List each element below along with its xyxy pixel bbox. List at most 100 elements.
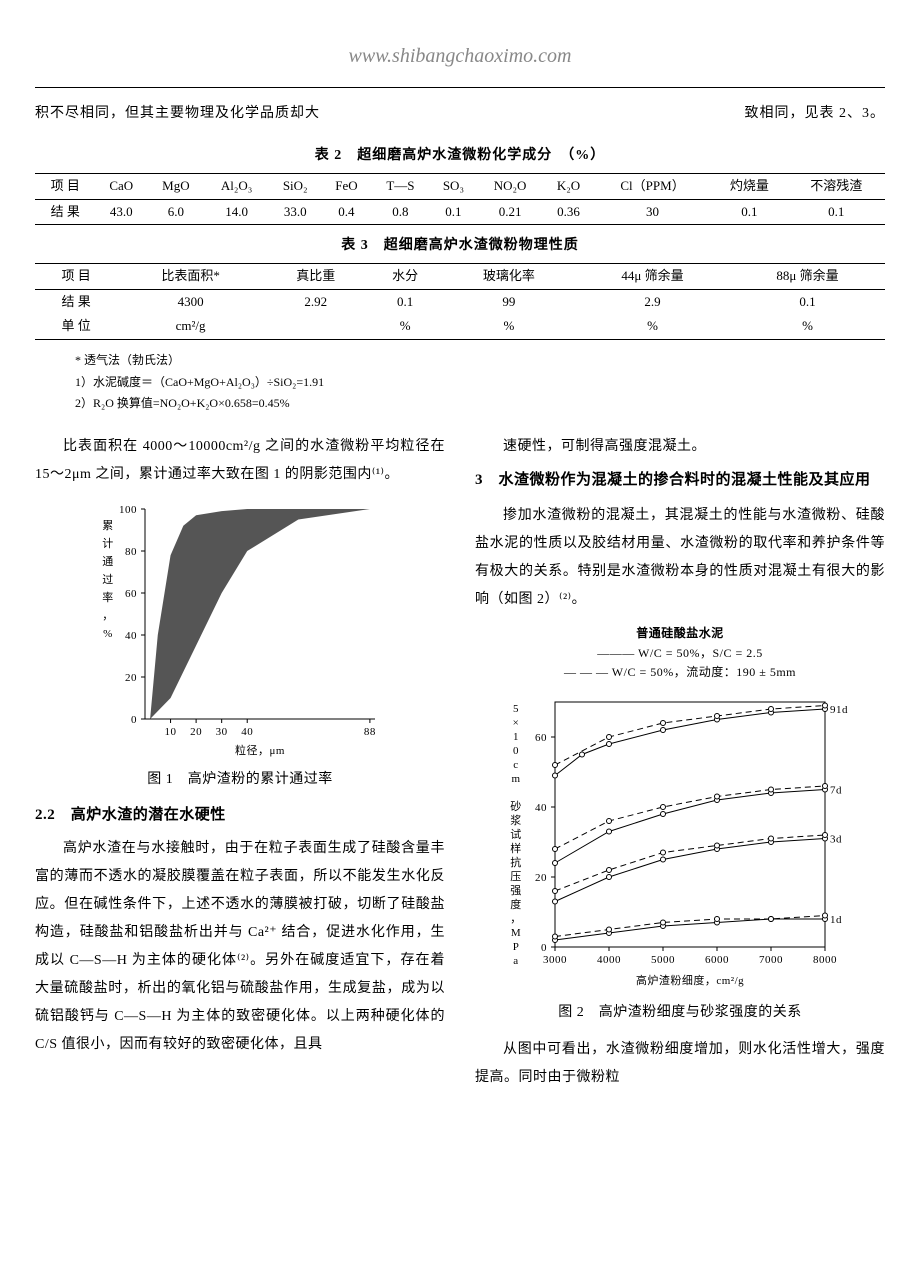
table-cell: 6.0	[147, 199, 205, 225]
svg-text:高炉渣粉细度，cm²/g: 高炉渣粉细度，cm²/g	[636, 973, 744, 987]
svg-text:计: 计	[102, 537, 114, 550]
intro-left: 积不尽相同，但其主要物理及化学品质却大	[35, 103, 320, 125]
table-cell: SiO₂	[269, 173, 322, 199]
table-cell: 0.1	[711, 199, 787, 225]
svg-text:砂: 砂	[510, 800, 522, 813]
svg-text:20: 20	[190, 726, 202, 738]
page-url: www.shibangchaoximo.com	[35, 40, 885, 72]
table-cell: Cl（PPM）	[594, 173, 711, 199]
table-cell	[264, 314, 368, 339]
table-cell: 33.0	[269, 199, 322, 225]
right-column: 速硬性，可制得高强度混凝土。 3 水渣微粉作为混凝土的掺合料时的混凝土性能及其应…	[475, 433, 885, 1094]
heading-2-2: 2.2 高炉水渣的潜在水硬性	[35, 803, 445, 827]
svg-text:试: 试	[510, 828, 522, 841]
table-cell: 结 果	[35, 199, 95, 225]
legend-line1: ——— W/C = 50%，S/C = 2.5	[475, 644, 885, 663]
svg-text:5000: 5000	[651, 954, 675, 966]
right-para1: 速硬性，可制得高强度混凝土。	[475, 433, 885, 461]
table-cell: 30	[594, 199, 711, 225]
svg-text:3000: 3000	[543, 954, 567, 966]
table2-title: 表 2 超细磨高炉水渣微粉化学成分 （%）	[35, 145, 885, 167]
table-cell: 0.8	[371, 199, 430, 225]
table2: 项 目CaOMgOAl₂O₃SiO₂FeOT—SSO₃NO₂OK₂OCl（PPM…	[35, 173, 885, 226]
svg-text:20: 20	[125, 672, 137, 684]
table-cell: NO₂O	[477, 173, 543, 199]
svg-text:，: ，	[102, 610, 114, 622]
right-para3: 从图中可看出，水渣微粉细度增加，则水化活性增大，强度提高。同时由于微粉粒	[475, 1036, 885, 1092]
table-cell: %	[730, 314, 885, 339]
table-cell: 0.21	[477, 199, 543, 225]
table-cell: 0.1	[788, 199, 886, 225]
intro-row: 积不尽相同，但其主要物理及化学品质却大 致相同，见表 2、3。	[35, 103, 885, 125]
table-cell: 水分	[368, 263, 443, 289]
table-cell: 0.1	[368, 289, 443, 314]
svg-text:40: 40	[241, 726, 253, 738]
table-cell: 44μ 筛余量	[575, 263, 730, 289]
table-cell: 项 目	[35, 263, 117, 289]
svg-text:7000: 7000	[759, 954, 783, 966]
table-notes: * 透气法（勃氏法） 1）水泥碱度＝（CaO+MgO+Al₂O₃）÷SiO₂=1…	[75, 350, 885, 415]
svg-text:过: 过	[102, 573, 114, 586]
svg-text:浆: 浆	[510, 813, 522, 827]
svg-text:10: 10	[165, 726, 177, 738]
table-cell: 88μ 筛余量	[730, 263, 885, 289]
svg-text:6000: 6000	[705, 954, 729, 966]
table-cell: FeO	[322, 173, 371, 199]
table-cell: 99	[443, 289, 575, 314]
svg-text:1d: 1d	[830, 914, 842, 926]
svg-text:样: 样	[510, 841, 522, 855]
table-cell: 4300	[117, 289, 264, 314]
table-cell: 43.0	[95, 199, 147, 225]
table3: 项 目比表面积*真比重水分玻璃化率44μ 筛余量88μ 筛余量 结 果43002…	[35, 263, 885, 340]
table-cell: 单 位	[35, 314, 117, 339]
svg-text:3d: 3d	[830, 834, 842, 846]
table-cell: %	[368, 314, 443, 339]
svg-text:60: 60	[535, 732, 547, 744]
table-cell: T—S	[371, 173, 430, 199]
svg-text:60: 60	[125, 588, 137, 600]
svg-text:%: %	[103, 628, 113, 640]
svg-text:40: 40	[535, 802, 547, 814]
svg-text:a: a	[513, 955, 518, 967]
table-cell: %	[443, 314, 575, 339]
svg-text:累: 累	[102, 519, 114, 532]
table-cell: 结 果	[35, 289, 117, 314]
legend-line2: — — — W/C = 50%，流动度：190 ± 5mm	[475, 663, 885, 682]
left-column: 比表面积在 4000～10000cm²/g 之间的水渣微粉平均粒径在 15～2μ…	[35, 433, 445, 1094]
heading-3: 3 水渣微粉作为混凝土的掺合料时的混凝土性能及其应用	[475, 466, 885, 495]
table3-title: 表 3 超细磨高炉水渣微粉物理性质	[35, 235, 885, 257]
right-para2: 掺加水渣微粉的混凝土，其混凝土的性能与水渣微粉、硅酸盐水泥的性质以及胶结材用量、…	[475, 502, 885, 614]
fig2-legend: 普通硅酸盐水泥 ——— W/C = 50%，S/C = 2.5 — — — W/…	[475, 624, 885, 682]
svg-text:率: 率	[102, 590, 114, 604]
svg-text:P: P	[513, 941, 520, 953]
note-1: 1）水泥碱度＝（CaO+MgO+Al₂O₃）÷SiO₂=1.91	[75, 372, 885, 394]
svg-text:0: 0	[131, 714, 137, 726]
table-cell: 项 目	[35, 173, 95, 199]
svg-text:度: 度	[510, 897, 522, 911]
figure-1-chart: 0204060801001020304088粒径，μm累计通过率，%	[90, 499, 390, 759]
table-cell: 灼烧量	[711, 173, 787, 199]
note-2: 2）R₂O 换算值=NO₂O+K₂O×0.658=0.45%	[75, 393, 885, 415]
table-cell: 0.4	[322, 199, 371, 225]
table-cell: 不溶残渣	[788, 173, 886, 199]
table-cell: K₂O	[543, 173, 594, 199]
svg-text:×: ×	[513, 717, 520, 729]
left-para2: 高炉水渣在与水接触时，由于在粒子表面生成了硅酸含量丰富的薄而不透水的凝胶膜覆盖在…	[35, 835, 445, 1059]
left-para1: 比表面积在 4000～10000cm²/g 之间的水渣微粉平均粒径在 15～2μ…	[35, 433, 445, 489]
fig2-caption: 图 2 高炉渣粉细度与砂浆强度的关系	[475, 1002, 885, 1024]
legend-title: 普通硅酸盐水泥	[475, 624, 885, 643]
intro-right: 致相同，见表 2、3。	[745, 103, 886, 125]
figure-2-chart: 020406030004000500060007000800091d7d3d1d…	[500, 692, 860, 992]
table-cell: 真比重	[264, 263, 368, 289]
rule	[35, 87, 885, 88]
table-cell: 2.92	[264, 289, 368, 314]
svg-text:30: 30	[216, 726, 228, 738]
svg-text:0: 0	[541, 942, 547, 954]
table-cell: 0.1	[430, 199, 477, 225]
svg-text:80: 80	[125, 546, 137, 558]
table-cell: cm²/g	[117, 314, 264, 339]
table-cell: 0.36	[543, 199, 594, 225]
svg-text:40: 40	[125, 630, 137, 642]
svg-text:100: 100	[119, 504, 137, 516]
svg-text:0: 0	[513, 745, 519, 757]
